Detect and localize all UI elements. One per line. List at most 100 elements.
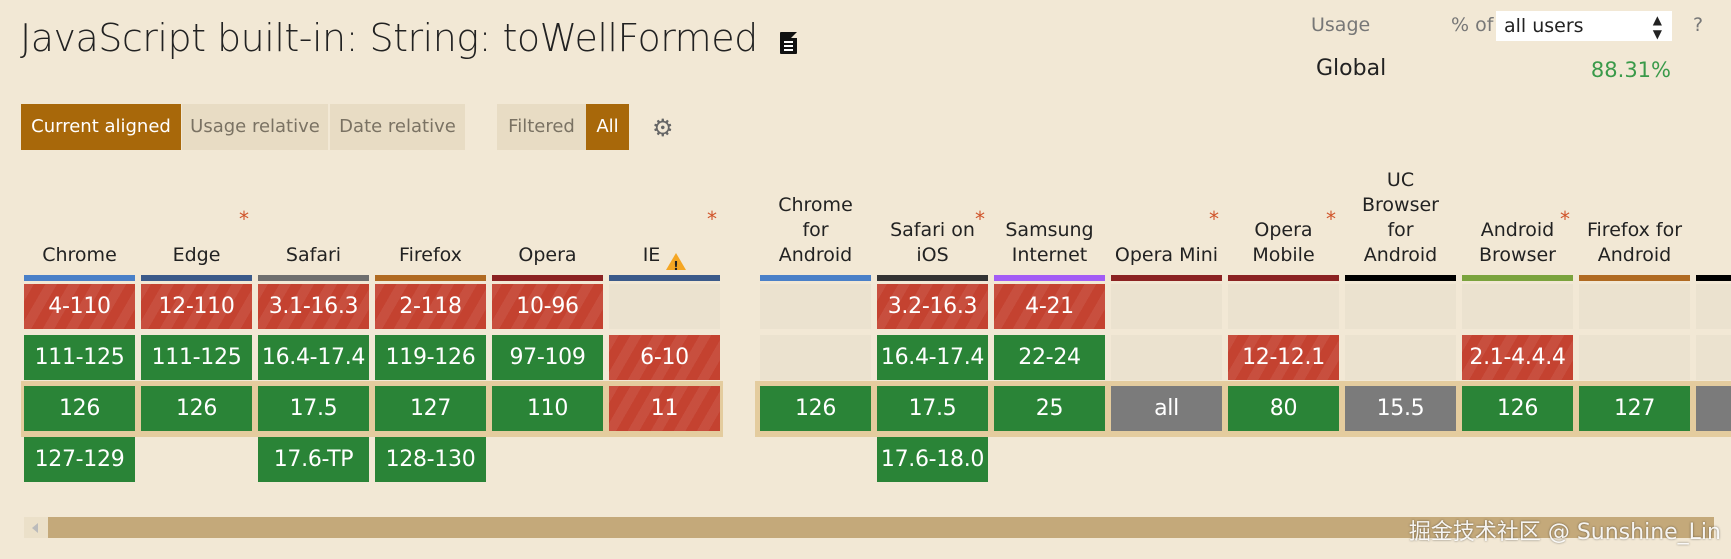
support-cell[interactable]: 97-109 <box>492 335 603 380</box>
browser-header-android-browser[interactable]: Android Browser <box>1462 198 1573 268</box>
support-cell[interactable]: 119-126 <box>375 335 486 380</box>
global-usage-value: 88.31% <box>1590 58 1671 82</box>
browser-header-uc-browser-for-android[interactable]: UC Browser for Android <box>1345 169 1456 268</box>
browser-color-bar <box>141 275 252 281</box>
current-row-highlight-desktop <box>21 381 723 437</box>
asterisk-note-icon[interactable]: * <box>707 207 717 231</box>
browser-color-bar <box>375 275 486 281</box>
browser-header-opera[interactable]: Opera <box>492 198 603 268</box>
browser-header-ie[interactable]: IE <box>609 198 720 279</box>
support-cell[interactable]: 17.5 <box>877 386 988 431</box>
browser-name: Firefox <box>399 244 462 266</box>
browser-header-firefox[interactable]: Firefox <box>375 198 486 268</box>
support-cell[interactable]: 80 <box>1228 386 1339 431</box>
browser-name: UC Browser for Android <box>1362 169 1439 266</box>
browser-color-bar <box>994 275 1105 281</box>
support-cell[interactable] <box>1579 335 1690 380</box>
browser-header-firefox-for-android[interactable]: Firefox for Android <box>1579 198 1690 268</box>
users-select[interactable]: all users ▲ ▼ <box>1496 11 1672 41</box>
support-cell[interactable]: 17.6-TP <box>258 437 369 482</box>
support-cell[interactable]: 17.6-18.0 <box>877 437 988 482</box>
support-cell[interactable]: 6-10 <box>609 335 720 380</box>
browser-color-bar <box>1228 275 1339 281</box>
support-cell[interactable]: 126 <box>760 386 871 431</box>
support-cell[interactable] <box>1111 284 1222 329</box>
support-cell[interactable] <box>1345 284 1456 329</box>
browser-header-chrome-for-android[interactable]: Chrome for Android <box>760 194 871 268</box>
document-icon[interactable] <box>780 32 797 54</box>
browser-header-opera-mobile[interactable]: Opera Mobile <box>1228 198 1339 268</box>
support-cell[interactable]: 4-21 <box>994 284 1105 329</box>
support-cell[interactable] <box>1228 284 1339 329</box>
view-usage-relative-button[interactable]: Usage relative <box>182 104 328 150</box>
support-cell[interactable]: 16.4-17.4 <box>258 335 369 380</box>
support-cell[interactable]: 111-125 <box>141 335 252 380</box>
support-cell[interactable] <box>1111 335 1222 380</box>
support-cell[interactable]: 4-110 <box>24 284 135 329</box>
support-cell[interactable]: 127 <box>375 386 486 431</box>
support-cell[interactable]: 11 <box>609 386 720 431</box>
support-cell[interactable]: 2.1-4.4.4 <box>1462 335 1573 380</box>
filter-all-button[interactable]: All <box>586 104 629 150</box>
browser-color-bar <box>609 275 720 281</box>
support-cell[interactable]: all <box>1111 386 1222 431</box>
support-cell[interactable]: 2-118 <box>375 284 486 329</box>
browser-color-bar <box>1111 275 1222 281</box>
browser-header-safari[interactable]: Safari <box>258 198 369 268</box>
asterisk-note-icon[interactable]: * <box>1560 207 1570 231</box>
support-cell[interactable]: 10-96 <box>492 284 603 329</box>
gear-icon[interactable]: ⚙ <box>652 114 674 142</box>
browser-color-bar <box>1696 275 1731 281</box>
support-cell[interactable]: 12-110 <box>141 284 252 329</box>
support-cell[interactable] <box>1579 284 1690 329</box>
support-cell[interactable] <box>1696 386 1731 431</box>
support-cell[interactable] <box>1696 335 1731 380</box>
support-cell[interactable]: 110 <box>492 386 603 431</box>
asterisk-note-icon[interactable]: * <box>975 207 985 231</box>
support-cell[interactable]: 25 <box>994 386 1105 431</box>
support-cell[interactable] <box>1696 284 1731 329</box>
scroll-left-arrow-icon[interactable] <box>24 517 48 538</box>
support-cell[interactable]: 15.5 <box>1345 386 1456 431</box>
browser-color-bar <box>24 275 135 281</box>
asterisk-note-icon[interactable]: * <box>239 207 249 231</box>
support-cell[interactable]: 16.4-17.4 <box>877 335 988 380</box>
browser-name: Opera Mini <box>1114 244 1219 266</box>
support-cell[interactable]: 22-24 <box>994 335 1105 380</box>
view-date-relative-button[interactable]: Date relative <box>330 104 465 150</box>
support-cell[interactable]: 3.2-16.3 <box>877 284 988 329</box>
horizontal-scrollbar[interactable] <box>24 517 1714 538</box>
browser-name: Safari on iOS <box>890 219 975 266</box>
browser-header-e[interactable]: E <box>1696 198 1731 268</box>
browser-header-chrome[interactable]: Chrome <box>24 198 135 268</box>
support-cell[interactable]: 128-130 <box>375 437 486 482</box>
support-cell[interactable]: 3.1-16.3 <box>258 284 369 329</box>
browser-name: Chrome for Android <box>778 194 853 266</box>
browser-header-opera-mini[interactable]: Opera Mini <box>1111 198 1222 268</box>
global-region-label: Global <box>1316 56 1387 81</box>
support-cell[interactable]: 126 <box>24 386 135 431</box>
support-cell[interactable]: 126 <box>141 386 252 431</box>
browser-header-safari-on-ios[interactable]: Safari on iOS <box>877 198 988 268</box>
browser-name: IE <box>642 244 661 266</box>
support-cell[interactable] <box>1462 284 1573 329</box>
support-cell[interactable]: 127-129 <box>24 437 135 482</box>
help-button[interactable]: ? <box>1693 14 1704 36</box>
support-cell[interactable]: 127 <box>1579 386 1690 431</box>
support-cell[interactable] <box>609 284 720 329</box>
asterisk-note-icon[interactable]: * <box>1209 207 1219 231</box>
asterisk-note-icon[interactable]: * <box>1326 207 1336 231</box>
filter-filtered-button[interactable]: Filtered <box>497 104 586 150</box>
browser-name: Chrome <box>42 244 117 266</box>
browser-color-bar <box>492 275 603 281</box>
support-cell[interactable]: 12-12.1 <box>1228 335 1339 380</box>
browser-header-edge[interactable]: Edge <box>141 198 252 268</box>
view-current-aligned-button[interactable]: Current aligned <box>21 104 181 150</box>
support-cell[interactable] <box>1345 335 1456 380</box>
support-cell[interactable]: 17.5 <box>258 386 369 431</box>
support-cell[interactable] <box>760 284 871 329</box>
support-cell[interactable]: 111-125 <box>24 335 135 380</box>
support-cell[interactable]: 126 <box>1462 386 1573 431</box>
browser-header-samsung-internet[interactable]: Samsung Internet <box>994 198 1105 268</box>
support-cell[interactable] <box>760 335 871 380</box>
